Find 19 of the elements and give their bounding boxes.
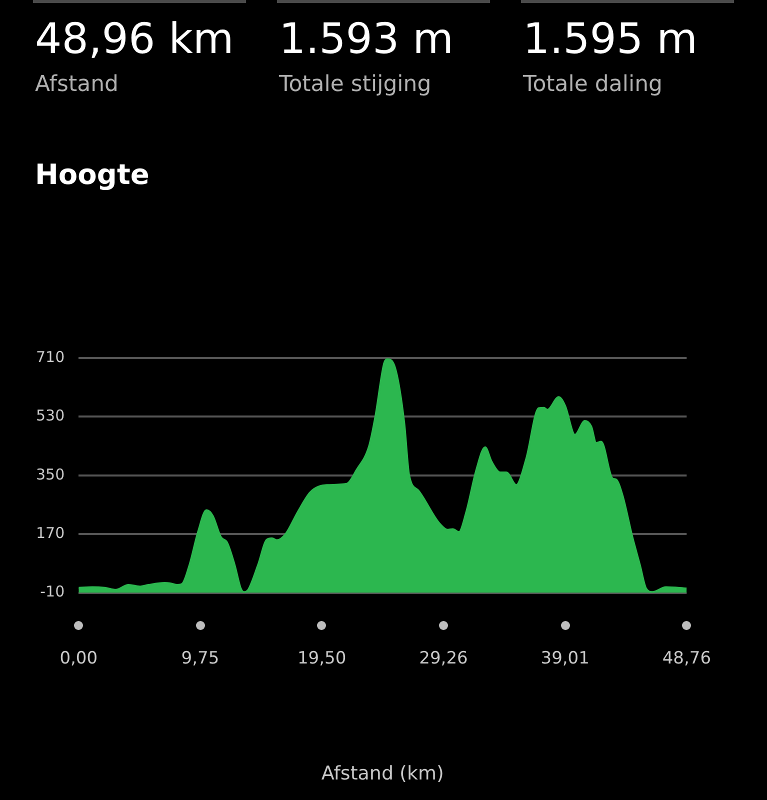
y-tick-label: -10 bbox=[40, 582, 65, 601]
text: 1.593 m bbox=[279, 14, 454, 63]
x-axis-title: Afstand (km) bbox=[321, 762, 444, 785]
y-tick-label: 350 bbox=[36, 465, 65, 484]
text: Afstand bbox=[35, 72, 118, 97]
text: 1.595 m bbox=[523, 14, 698, 63]
x-tick-label: 29,26 bbox=[419, 648, 468, 668]
y-tick-label: 530 bbox=[36, 406, 65, 425]
x-tick-label: 39,01 bbox=[540, 648, 590, 668]
text: Totale daling bbox=[523, 72, 662, 97]
chart-title: Hoogte bbox=[35, 158, 150, 191]
text: 48,96 km bbox=[35, 14, 234, 63]
x-tick-label: 48,76 bbox=[662, 648, 711, 668]
y-tick-label: 710 bbox=[36, 348, 65, 366]
x-tick-label: 0,00 bbox=[60, 648, 98, 668]
text: Totale stijging bbox=[279, 72, 432, 97]
y-tick-label: 170 bbox=[36, 524, 65, 542]
x-tick-label: 9,75 bbox=[181, 648, 220, 668]
x-tick-label: 19,50 bbox=[297, 648, 346, 668]
